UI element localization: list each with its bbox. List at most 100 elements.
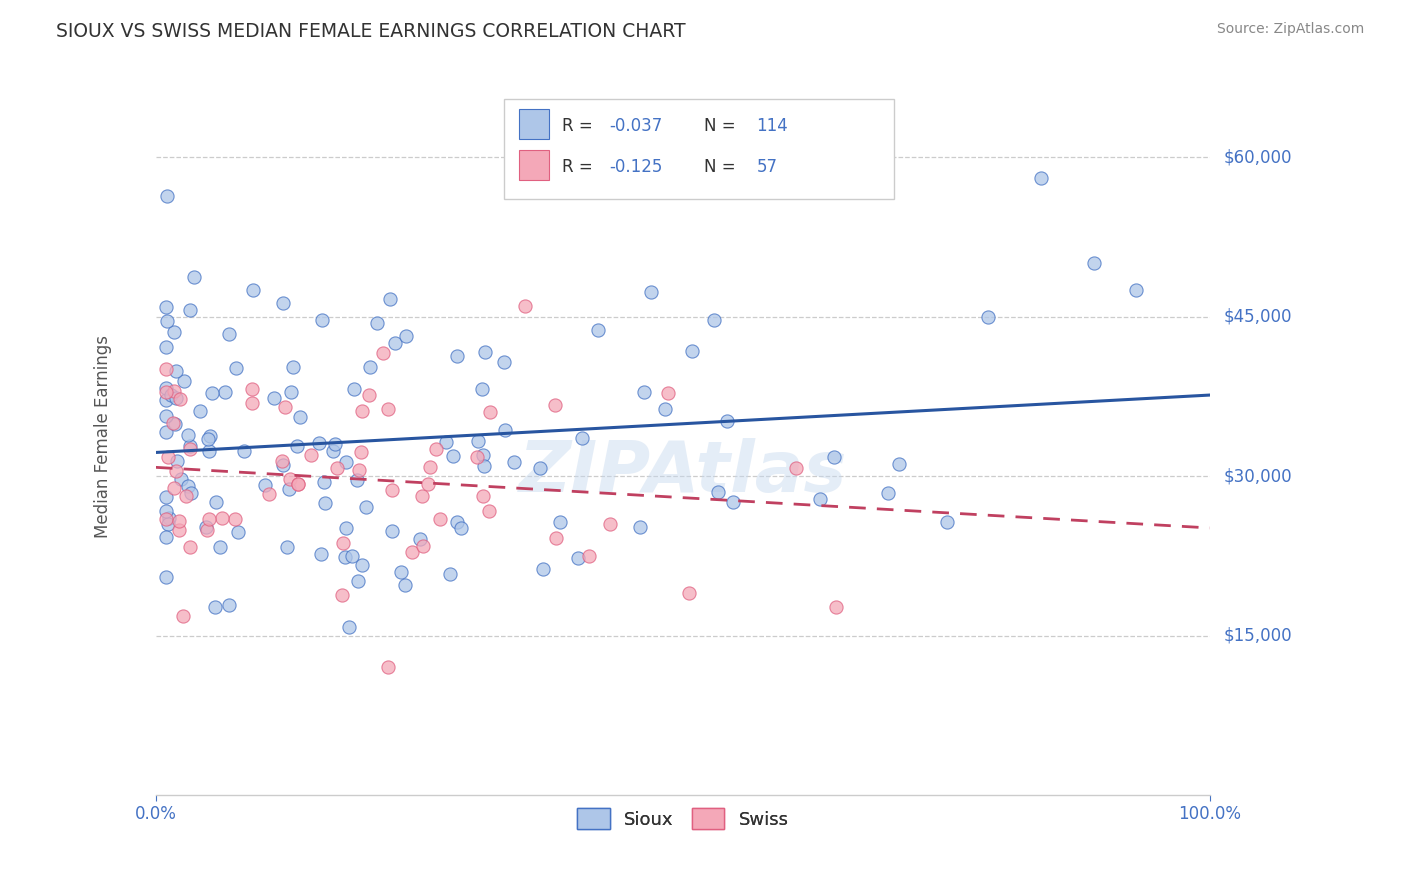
Point — [204, 599, 226, 614]
Point — [343, 383, 366, 397]
Point — [409, 533, 432, 547]
Point — [389, 565, 412, 579]
Point — [474, 345, 496, 359]
Point — [169, 392, 191, 406]
Text: $60,000: $60,000 — [1223, 148, 1292, 166]
Point — [425, 442, 447, 456]
Point — [218, 327, 240, 342]
Point — [179, 303, 201, 318]
Point — [716, 414, 738, 428]
Point — [155, 504, 177, 518]
Point — [155, 393, 177, 408]
Point — [332, 536, 354, 550]
Point — [179, 439, 201, 453]
Text: Source: ZipAtlas.com: Source: ZipAtlas.com — [1216, 22, 1364, 37]
Point — [322, 443, 344, 458]
Point — [287, 477, 309, 491]
Point — [240, 396, 263, 410]
Point — [156, 314, 179, 328]
Point — [179, 540, 201, 554]
Point — [544, 531, 567, 545]
Point — [287, 476, 309, 491]
Point — [276, 540, 298, 554]
Point — [165, 364, 187, 378]
Point — [270, 454, 292, 468]
Point — [416, 477, 439, 491]
Point — [394, 578, 416, 592]
Point — [824, 600, 846, 615]
Point — [479, 405, 502, 419]
Point — [531, 562, 554, 576]
Point — [446, 350, 468, 364]
Point — [599, 517, 621, 532]
Point — [681, 343, 703, 358]
Point — [935, 515, 957, 529]
Point — [283, 359, 305, 374]
Point — [657, 385, 679, 400]
Point — [288, 409, 311, 424]
Point — [309, 547, 332, 561]
Point — [205, 495, 228, 509]
FancyBboxPatch shape — [519, 109, 548, 139]
Point — [354, 500, 377, 515]
Point — [492, 355, 515, 369]
Point — [347, 462, 370, 476]
Text: $30,000: $30,000 — [1223, 467, 1292, 485]
Point — [155, 300, 177, 314]
Point — [156, 450, 179, 464]
Point — [412, 539, 434, 553]
Point — [628, 520, 651, 534]
Legend: Sioux, Swiss: Sioux, Swiss — [569, 801, 796, 837]
Point — [446, 515, 468, 529]
Point — [544, 398, 567, 412]
Point — [180, 486, 202, 500]
Point — [198, 512, 221, 526]
Point — [450, 521, 472, 535]
Point — [707, 485, 730, 500]
Point — [226, 524, 249, 539]
Text: R =: R = — [561, 117, 598, 136]
Point — [340, 549, 363, 563]
Point — [1031, 171, 1053, 186]
Point — [208, 540, 231, 554]
Point — [640, 285, 662, 300]
Point — [330, 588, 353, 602]
Point — [548, 515, 571, 529]
Point — [429, 512, 451, 526]
Point — [502, 455, 524, 469]
Point — [571, 431, 593, 445]
Point — [654, 401, 676, 416]
Point — [197, 524, 219, 538]
Point — [586, 323, 609, 337]
Point — [378, 292, 401, 306]
Point — [529, 461, 551, 475]
Point — [347, 574, 370, 588]
Point — [335, 454, 357, 468]
Point — [350, 558, 373, 572]
Point — [377, 660, 399, 674]
FancyBboxPatch shape — [503, 99, 894, 200]
Point — [177, 428, 200, 442]
Text: N =: N = — [704, 158, 741, 176]
Point — [155, 512, 177, 526]
Point — [350, 403, 373, 417]
Point — [434, 434, 457, 449]
Point — [157, 511, 180, 525]
Text: Median Female Earnings: Median Female Earnings — [94, 334, 112, 538]
Point — [160, 388, 183, 402]
Point — [377, 401, 399, 416]
Point — [823, 450, 845, 464]
Point — [271, 458, 294, 472]
Point — [263, 391, 285, 405]
Point — [314, 496, 336, 510]
Point — [173, 374, 195, 388]
Point — [633, 384, 655, 399]
Point — [350, 444, 373, 458]
Point — [162, 481, 184, 495]
Point — [155, 361, 177, 376]
Point — [166, 454, 188, 468]
Point — [441, 449, 464, 463]
Point — [179, 442, 201, 456]
Point — [155, 409, 177, 424]
Text: 114: 114 — [756, 117, 789, 136]
